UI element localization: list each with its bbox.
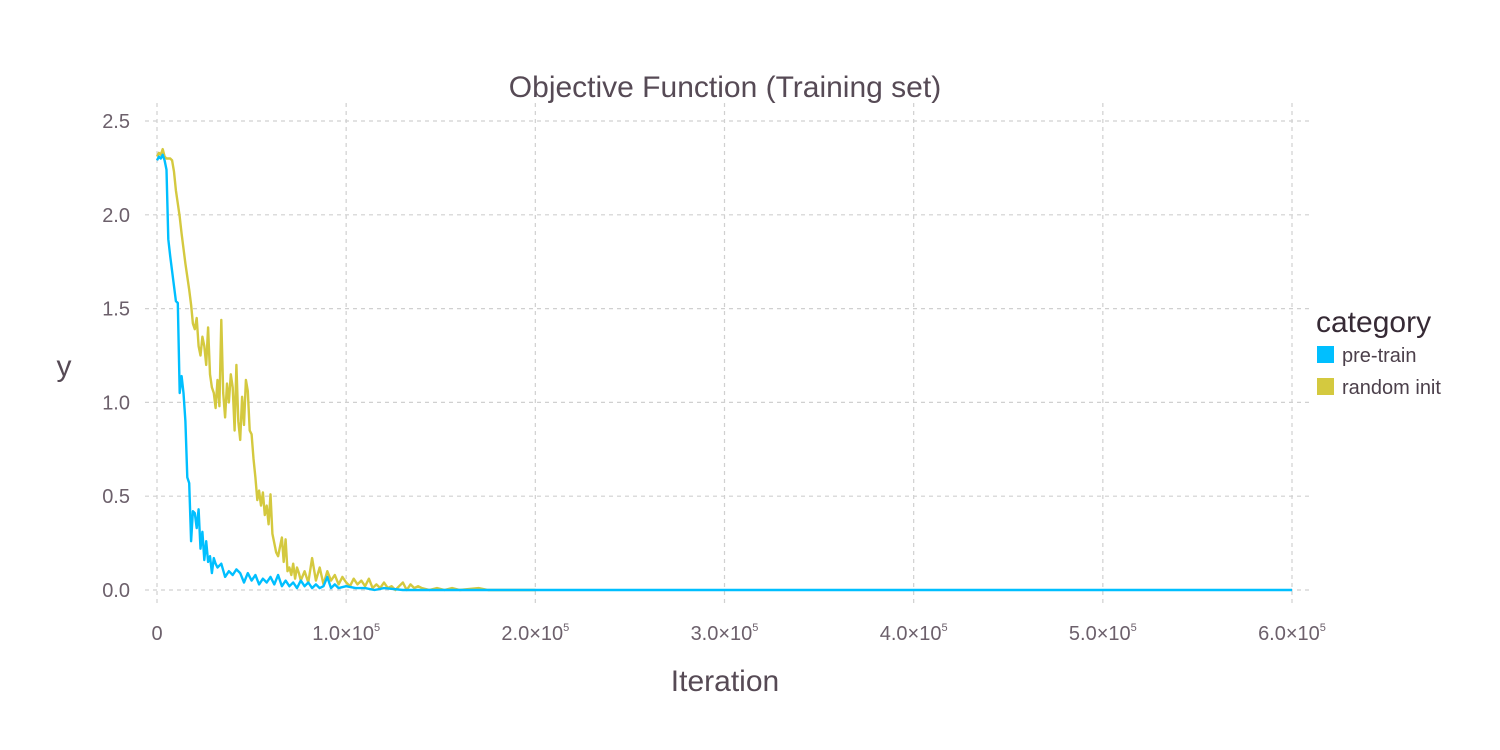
x-tick-label: 4.0×105 xyxy=(880,622,948,645)
x-tick-label: 6.0×105 xyxy=(1258,622,1326,645)
legend-label-pre-train: pre-train xyxy=(1342,345,1416,367)
legend: category pre-train random init xyxy=(1316,306,1441,399)
y-axis-label: y xyxy=(57,350,72,383)
x-tick-label: 5.0×105 xyxy=(1069,622,1137,645)
y-tick-label: 2.0 xyxy=(102,205,130,227)
x-tick-label: 2.0×105 xyxy=(501,622,569,645)
legend-swatch-pre-train xyxy=(1317,346,1334,363)
chart-title: Objective Function (Training set) xyxy=(509,71,941,104)
y-tick-label: 1.0 xyxy=(102,392,130,414)
y-tick-label: 1.5 xyxy=(102,299,130,321)
legend-items: pre-train random init xyxy=(1317,345,1441,399)
y-tick-label: 2.5 xyxy=(102,111,130,133)
legend-label-random-init: random init xyxy=(1342,377,1441,399)
series-line-pre-train xyxy=(155,153,1292,592)
x-tick-label: 3.0×105 xyxy=(691,622,759,645)
x-tick-label: 1.0×105 xyxy=(312,622,380,645)
x-axis-label: Iteration xyxy=(671,665,779,698)
plot-area xyxy=(155,147,1292,592)
legend-swatch-random-init xyxy=(1317,378,1334,395)
y-axis-ticks: 0.0 0.5 1.0 1.5 2.0 2.5 xyxy=(102,111,130,602)
series-line-random-init xyxy=(155,147,536,592)
y-tick-label: 0.5 xyxy=(102,486,130,508)
legend-title: category xyxy=(1316,306,1431,339)
y-tick-label: 0.0 xyxy=(102,580,130,602)
x-tick-label: 0 xyxy=(151,623,162,645)
x-axis-ticks: 0 1.0×105 2.0×105 3.0×105 4.0×105 5.0×105 6.0×… xyxy=(151,622,1325,645)
grid xyxy=(145,103,1310,605)
